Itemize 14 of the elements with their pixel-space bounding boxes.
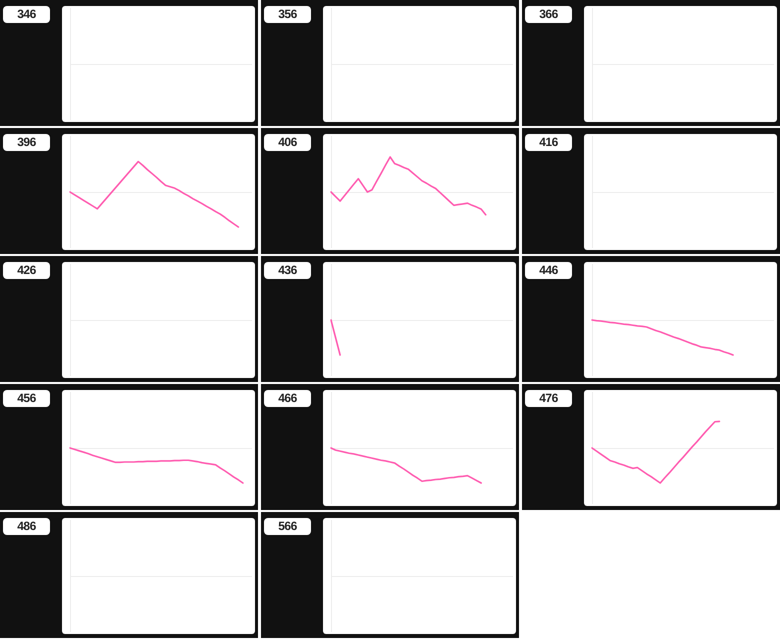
chart-title: 466 (264, 390, 311, 407)
chart-title: 396 (3, 134, 50, 151)
text: 486 (3, 518, 50, 535)
text: 566 (264, 518, 311, 535)
text: 426 (3, 262, 50, 279)
chart-title: 406 (264, 134, 311, 151)
text: 366 (525, 6, 572, 23)
chart-title: 476 (525, 390, 572, 407)
chart-title: 436 (264, 262, 311, 279)
chart-title: 446 (525, 262, 572, 279)
text: 346 (3, 6, 50, 23)
text: 416 (525, 134, 572, 151)
chart-title: 456 (3, 390, 50, 407)
text: 356 (264, 6, 311, 23)
